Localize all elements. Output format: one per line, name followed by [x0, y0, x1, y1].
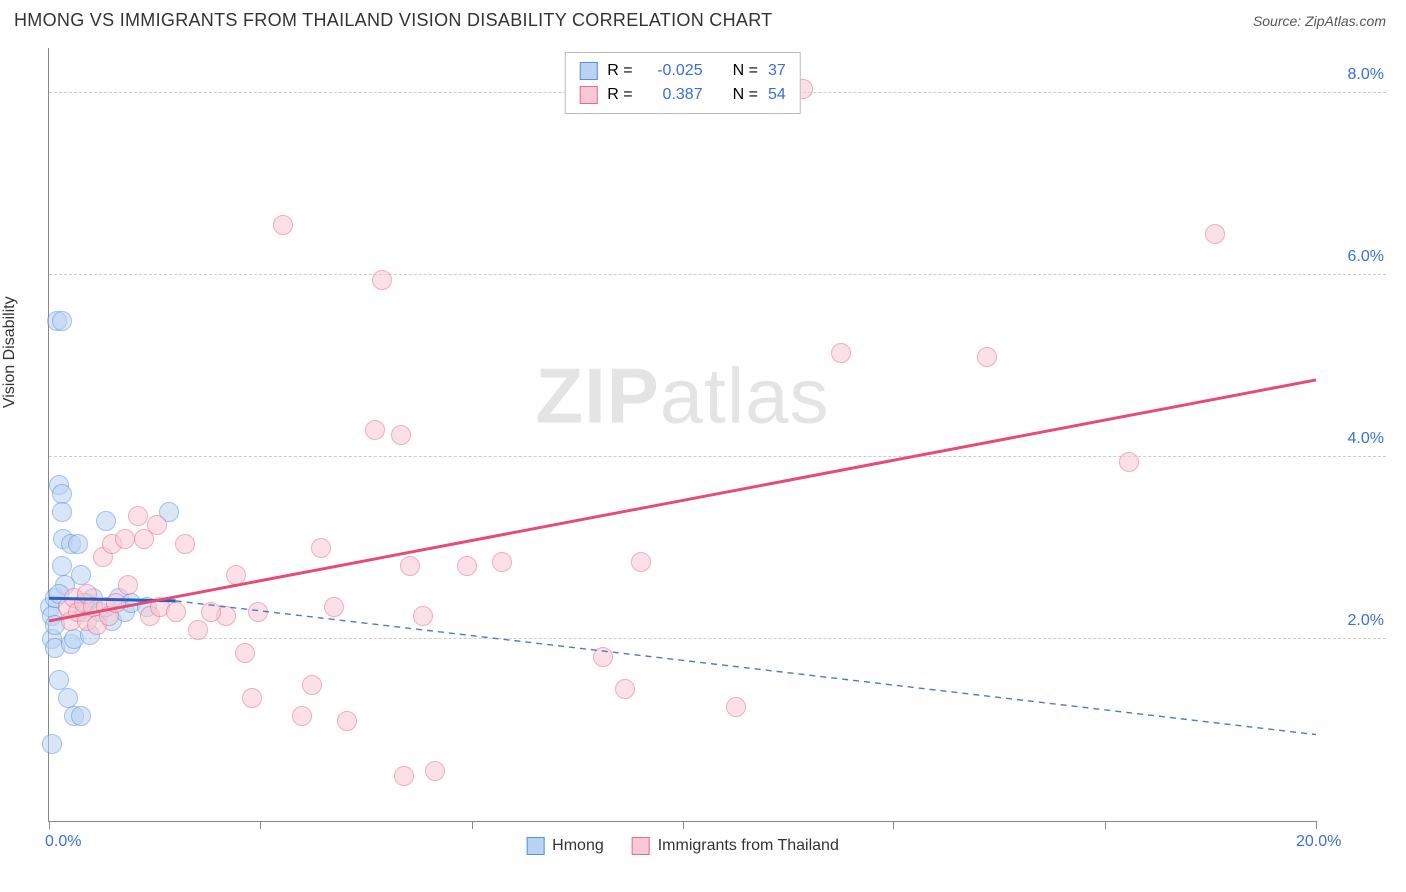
gridline	[49, 456, 1386, 457]
data-point	[242, 688, 262, 708]
y-tick-label: 2.0%	[1348, 612, 1384, 630]
y-tick-label: 8.0%	[1348, 66, 1384, 84]
data-point	[631, 552, 651, 572]
data-point	[425, 761, 445, 781]
legend-r-value: 0.387	[643, 83, 703, 107]
plot-area: ZIPatlas R =-0.025N =37R =0.387N =54 Hmo…	[48, 48, 1316, 822]
data-point	[831, 343, 851, 363]
legend-n-value: 54	[768, 83, 786, 107]
data-point	[128, 506, 148, 526]
source-attribution: Source: ZipAtlas.com	[1253, 13, 1386, 29]
legend-swatch	[526, 837, 544, 855]
data-point	[49, 670, 69, 690]
data-point	[726, 697, 746, 717]
data-point	[175, 534, 195, 554]
data-point	[492, 552, 512, 572]
data-point	[96, 511, 116, 531]
data-point	[52, 556, 72, 576]
x-tick	[472, 821, 473, 829]
data-point	[372, 270, 392, 290]
chart-container: Vision Disability ZIPatlas R =-0.025N =3…	[14, 48, 1386, 862]
data-point	[1205, 224, 1225, 244]
legend-swatch	[579, 86, 597, 104]
data-point	[593, 647, 613, 667]
y-tick-label: 6.0%	[1348, 248, 1384, 266]
data-point	[311, 538, 331, 558]
data-point	[166, 602, 186, 622]
data-point	[71, 565, 91, 585]
data-point	[292, 706, 312, 726]
x-tick	[1316, 821, 1317, 829]
data-point	[273, 215, 293, 235]
x-tick	[260, 821, 261, 829]
data-point	[115, 529, 135, 549]
data-point	[391, 425, 411, 445]
data-point	[977, 347, 997, 367]
data-point	[400, 556, 420, 576]
data-point	[324, 597, 344, 617]
data-point	[413, 606, 433, 626]
legend-row: R = 0.387 N = 54	[579, 83, 785, 107]
legend-item: Hmong	[526, 837, 604, 855]
legend-r-value: -0.025	[643, 59, 703, 83]
legend-r-label: R =	[607, 59, 632, 83]
data-point	[71, 706, 91, 726]
series-legend: Hmong Immigrants from Thailand	[526, 837, 839, 855]
data-point	[188, 620, 208, 640]
legend-n-label: N =	[733, 83, 758, 107]
legend-n-value: 37	[768, 59, 786, 83]
data-point	[248, 602, 268, 622]
correlation-legend: R = -0.025 N = 37 R = 0.387 N = 54	[564, 52, 800, 114]
watermark: ZIPatlas	[535, 350, 829, 441]
y-axis-label: Vision Disability	[1, 296, 19, 408]
legend-label: Hmong	[552, 837, 604, 855]
legend-item: Immigrants from Thailand	[632, 837, 839, 855]
x-tick	[1105, 821, 1106, 829]
data-point	[365, 420, 385, 440]
gridline	[49, 638, 1386, 639]
data-point	[1119, 452, 1139, 472]
data-point	[68, 534, 88, 554]
data-point	[302, 675, 322, 695]
data-point	[52, 311, 72, 331]
x-tick	[683, 821, 684, 829]
data-point	[52, 484, 72, 504]
legend-r-label: R =	[607, 83, 632, 107]
data-point	[615, 679, 635, 699]
data-point	[52, 502, 72, 522]
gridline	[49, 274, 1386, 275]
x-tick-label: 20.0%	[1296, 833, 1341, 851]
legend-label: Immigrants from Thailand	[658, 837, 839, 855]
legend-n-label: N =	[733, 59, 758, 83]
data-point	[226, 565, 246, 585]
data-point	[337, 711, 357, 731]
y-tick-label: 4.0%	[1348, 430, 1384, 448]
data-point	[235, 643, 255, 663]
data-point	[58, 688, 78, 708]
legend-swatch	[579, 62, 597, 80]
legend-row: R = -0.025 N = 37	[579, 59, 785, 83]
data-point	[106, 593, 126, 613]
x-tick	[49, 821, 50, 829]
data-point	[457, 556, 477, 576]
trend-lines	[49, 48, 1316, 821]
x-tick	[893, 821, 894, 829]
chart-title: HMONG VS IMMIGRANTS FROM THAILAND VISION…	[14, 10, 772, 31]
data-point	[42, 734, 62, 754]
data-point	[147, 515, 167, 535]
data-point	[118, 575, 138, 595]
data-point	[201, 602, 221, 622]
data-point	[394, 766, 414, 786]
legend-swatch	[632, 837, 650, 855]
x-tick-label: 0.0%	[45, 833, 81, 851]
